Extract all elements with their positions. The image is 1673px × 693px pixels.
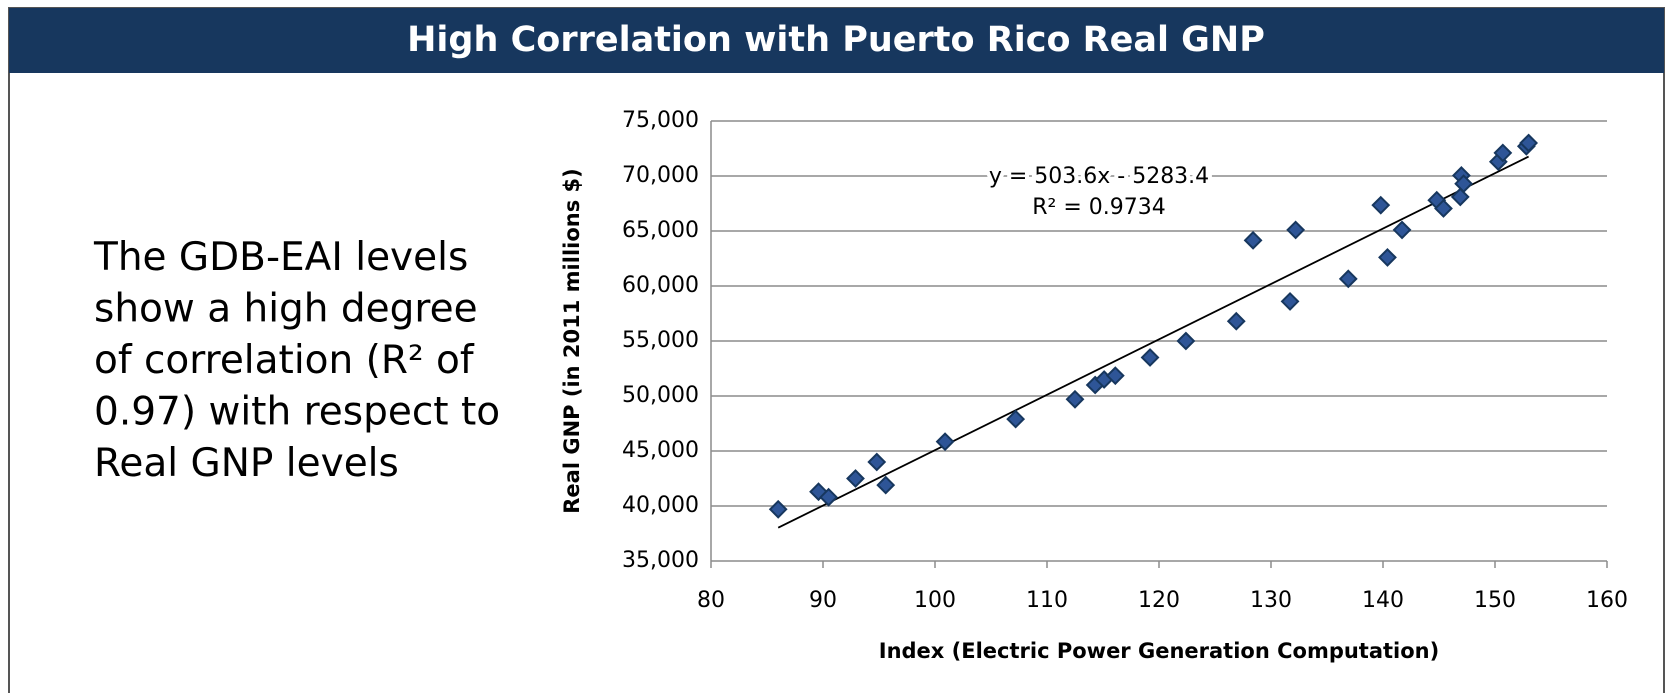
data-point: [1226, 311, 1246, 331]
x-tick-label: 130: [1250, 588, 1292, 613]
data-point: [1392, 220, 1412, 240]
x-tick-label: 140: [1362, 588, 1404, 613]
y-tick-label: 35,000: [622, 548, 699, 573]
body-text: show a high degree: [94, 287, 478, 332]
data-point: [1280, 291, 1300, 311]
header-title: High Correlation with Puerto Rico Real G…: [407, 20, 1265, 60]
data-point: [876, 475, 896, 495]
data-point: [1454, 174, 1474, 194]
data-point: [1434, 199, 1453, 218]
y-tick-label: 45,000: [622, 438, 699, 463]
y-tick-label: 40,000: [622, 493, 699, 518]
y-axis-title: Real GNP (in 2011 millions $): [560, 168, 584, 514]
body-text: of correlation (R² of: [94, 338, 475, 383]
header-bar: [9, 8, 1664, 73]
x-axis-title: Index (Electric Power Generation Computa…: [879, 639, 1439, 663]
data-point: [1243, 230, 1263, 250]
data-point: [768, 499, 788, 519]
data-point: [867, 452, 887, 472]
data-point: [935, 432, 955, 452]
trendline: [777, 155, 1529, 529]
data-point: [1338, 269, 1358, 289]
x-tick-label: 100: [914, 588, 956, 613]
y-tick-label: 55,000: [622, 328, 699, 353]
body-text: 0.97) with respect to: [94, 390, 500, 435]
y-tick-label: 70,000: [622, 163, 699, 188]
y-tick-label: 75,000: [622, 108, 699, 133]
x-tick-label: 160: [1586, 588, 1628, 613]
data-point: [1371, 195, 1391, 215]
data-point: [1105, 366, 1125, 386]
x-tick-label: 120: [1138, 588, 1180, 613]
data-point: [1519, 133, 1539, 153]
x-tick-label: 90: [809, 588, 837, 613]
trendline-equation: y = 503.6x - 5283.4: [989, 164, 1209, 189]
data-point: [1006, 409, 1026, 429]
data-point: [1286, 220, 1306, 240]
x-tick-label: 80: [697, 588, 725, 613]
y-tick-label: 60,000: [622, 273, 699, 298]
data-point: [819, 487, 839, 507]
data-point: [1493, 143, 1513, 163]
y-tick-label: 50,000: [622, 383, 699, 408]
data-point: [1176, 331, 1196, 351]
trendline-r2: R² = 0.9734: [1032, 195, 1166, 220]
x-tick-label: 110: [1026, 588, 1068, 613]
data-point: [1450, 187, 1470, 207]
body-text: The GDB-EAI levels: [93, 235, 468, 280]
data-point: [1140, 348, 1160, 367]
y-tick-label: 65,000: [622, 218, 699, 243]
x-tick-label: 150: [1474, 588, 1516, 613]
data-point: [1065, 389, 1085, 409]
slide-frame: [8, 7, 1665, 693]
data-point: [846, 469, 865, 488]
body-text: Real GNP levels: [94, 441, 399, 486]
data-point: [1378, 247, 1397, 267]
